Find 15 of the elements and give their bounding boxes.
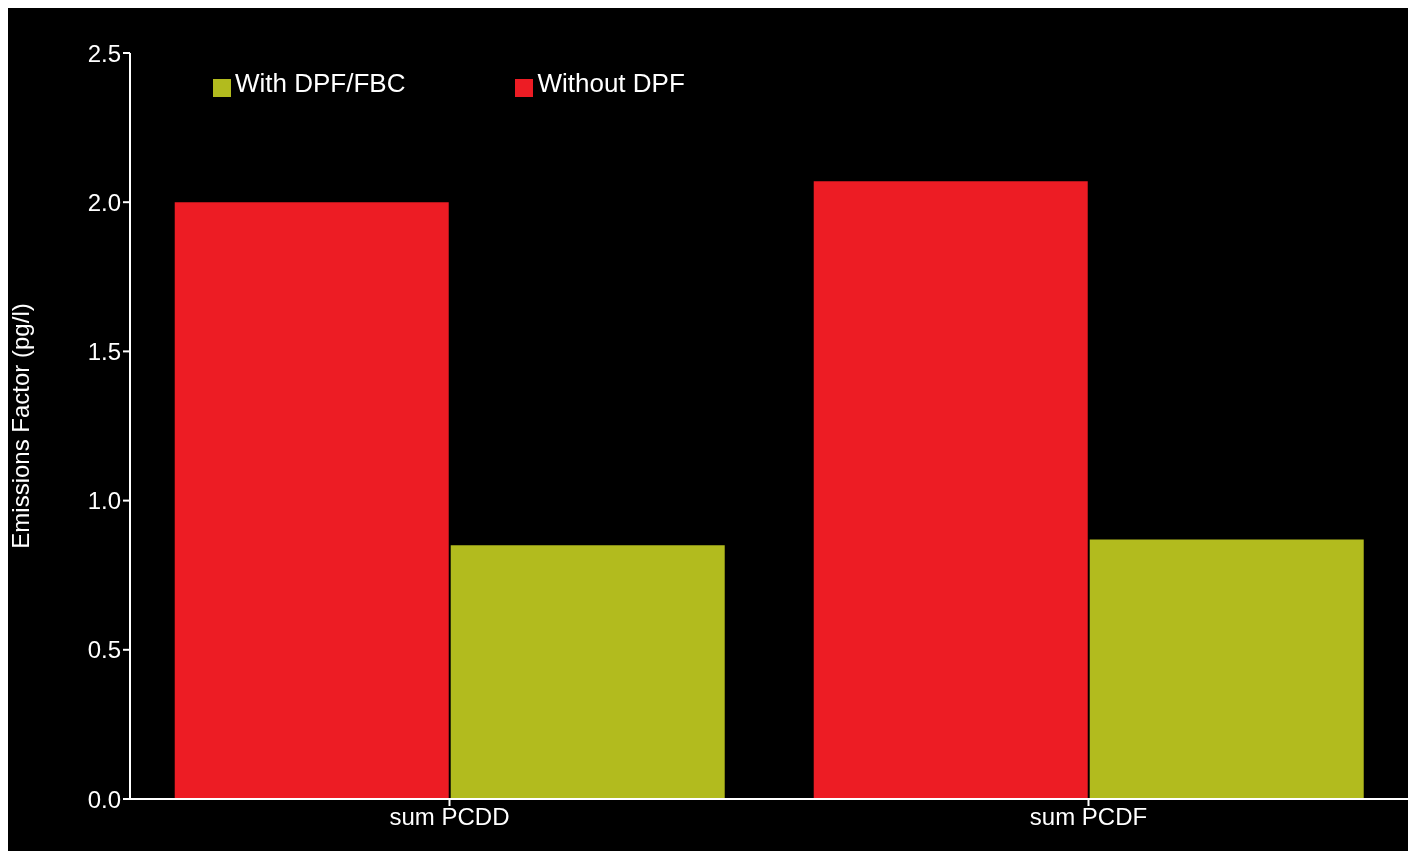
y-axis-title: Emissions Factor (pg/l) (6, 303, 34, 549)
y-tick-label: 2.0 (87, 188, 121, 216)
bar (1089, 539, 1364, 799)
y-tick-label: 1.0 (87, 487, 121, 515)
y-tick-label: 0.5 (87, 636, 121, 664)
y-tick-label: 0.0 (87, 785, 121, 813)
legend-label: Without DPF (537, 68, 685, 98)
y-tick-label: 1.5 (87, 337, 121, 365)
bar (450, 545, 725, 799)
x-tick-label: sum PCDF (1029, 803, 1148, 831)
bar (174, 202, 449, 799)
bar (813, 181, 1088, 799)
y-tick-label: 2.5 (87, 39, 121, 67)
x-tick-label: sum PCDD (389, 803, 510, 831)
legend-label: With DPF/FBC (235, 68, 406, 98)
